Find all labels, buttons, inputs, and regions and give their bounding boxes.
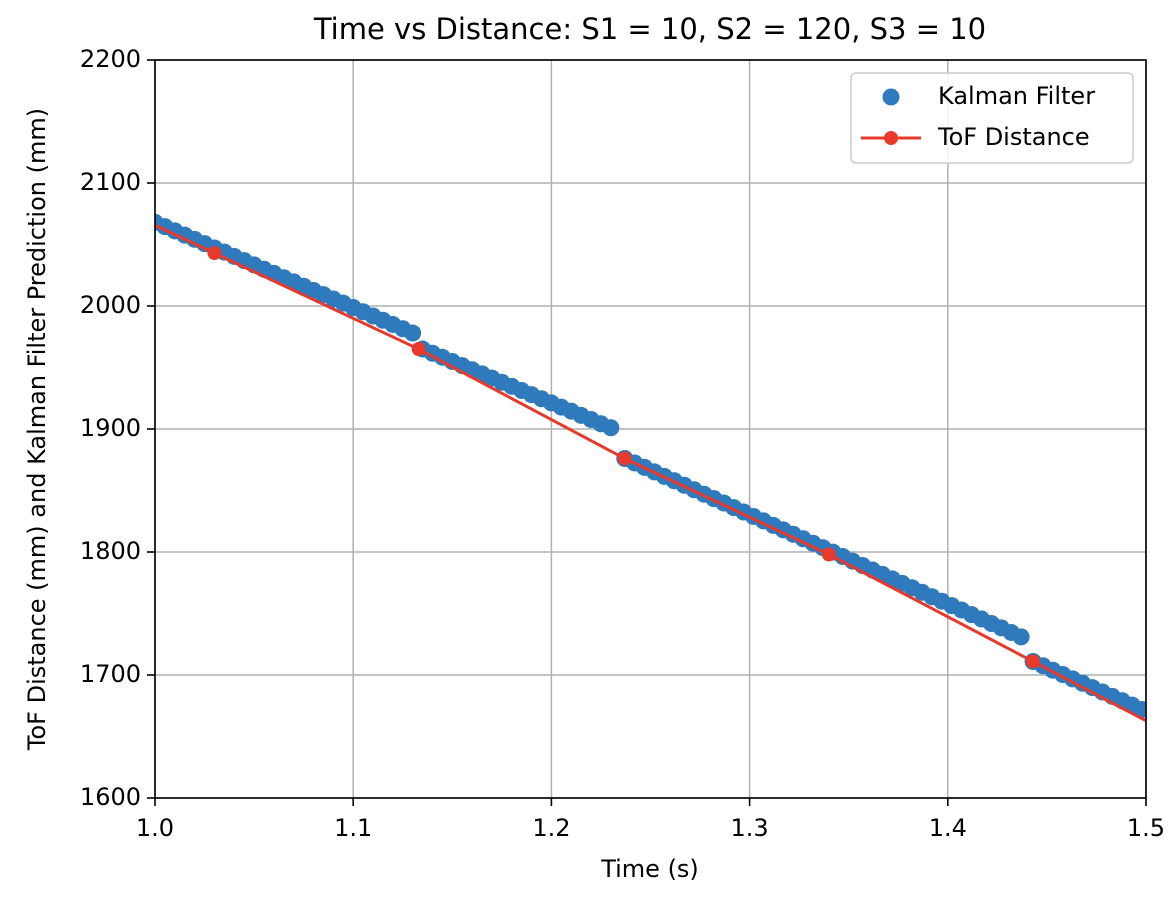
y-axis-label: ToF Distance (mm) and Kalman Filter Pred… [23,108,51,751]
kalman-point [1133,700,1146,718]
legend: Kalman Filter ToF Distance [850,72,1134,164]
x-tick-label: 1.4 [929,814,967,842]
kalman-point [1012,628,1030,646]
y-tick-label: 1700 [80,660,141,688]
plot-area [155,213,1146,723]
x-tick-label: 1.2 [532,814,570,842]
tof-point [1026,654,1041,669]
legend-label: ToF Distance [937,123,1090,151]
tof-point [821,547,836,562]
tof-point [617,451,632,466]
legend-box [850,72,1134,164]
y-tick-label: 1600 [80,783,141,811]
tof-point [411,342,426,357]
legend-marker [882,88,900,106]
legend-label: Kalman Filter [938,82,1095,110]
y-tick-label: 1800 [80,537,141,565]
y-tick-label: 2000 [80,291,141,319]
x-tick-label: 1.1 [334,814,372,842]
chart-title: Time vs Distance: S1 = 10, S2 = 120, S3 … [313,12,986,46]
x-axis-label: Time (s) [600,855,699,883]
y-tick-label: 1900 [80,414,141,442]
tof-point [207,246,222,261]
kalman-point [404,324,422,342]
ticks: 1.0 1.1 1.2 1.3 1.4 1.5 1600 1700 1800 1900 2000 21… [80,45,1165,842]
y-tick-label: 2200 [80,45,141,73]
grid [154,59,1147,799]
x-tick-label: 1.0 [136,814,174,842]
x-tick-label: 1.3 [731,814,769,842]
x-tick-label: 1.5 [1127,814,1165,842]
kalman-point [602,419,620,437]
y-tick-label: 2100 [80,168,141,196]
legend-marker [884,131,898,145]
